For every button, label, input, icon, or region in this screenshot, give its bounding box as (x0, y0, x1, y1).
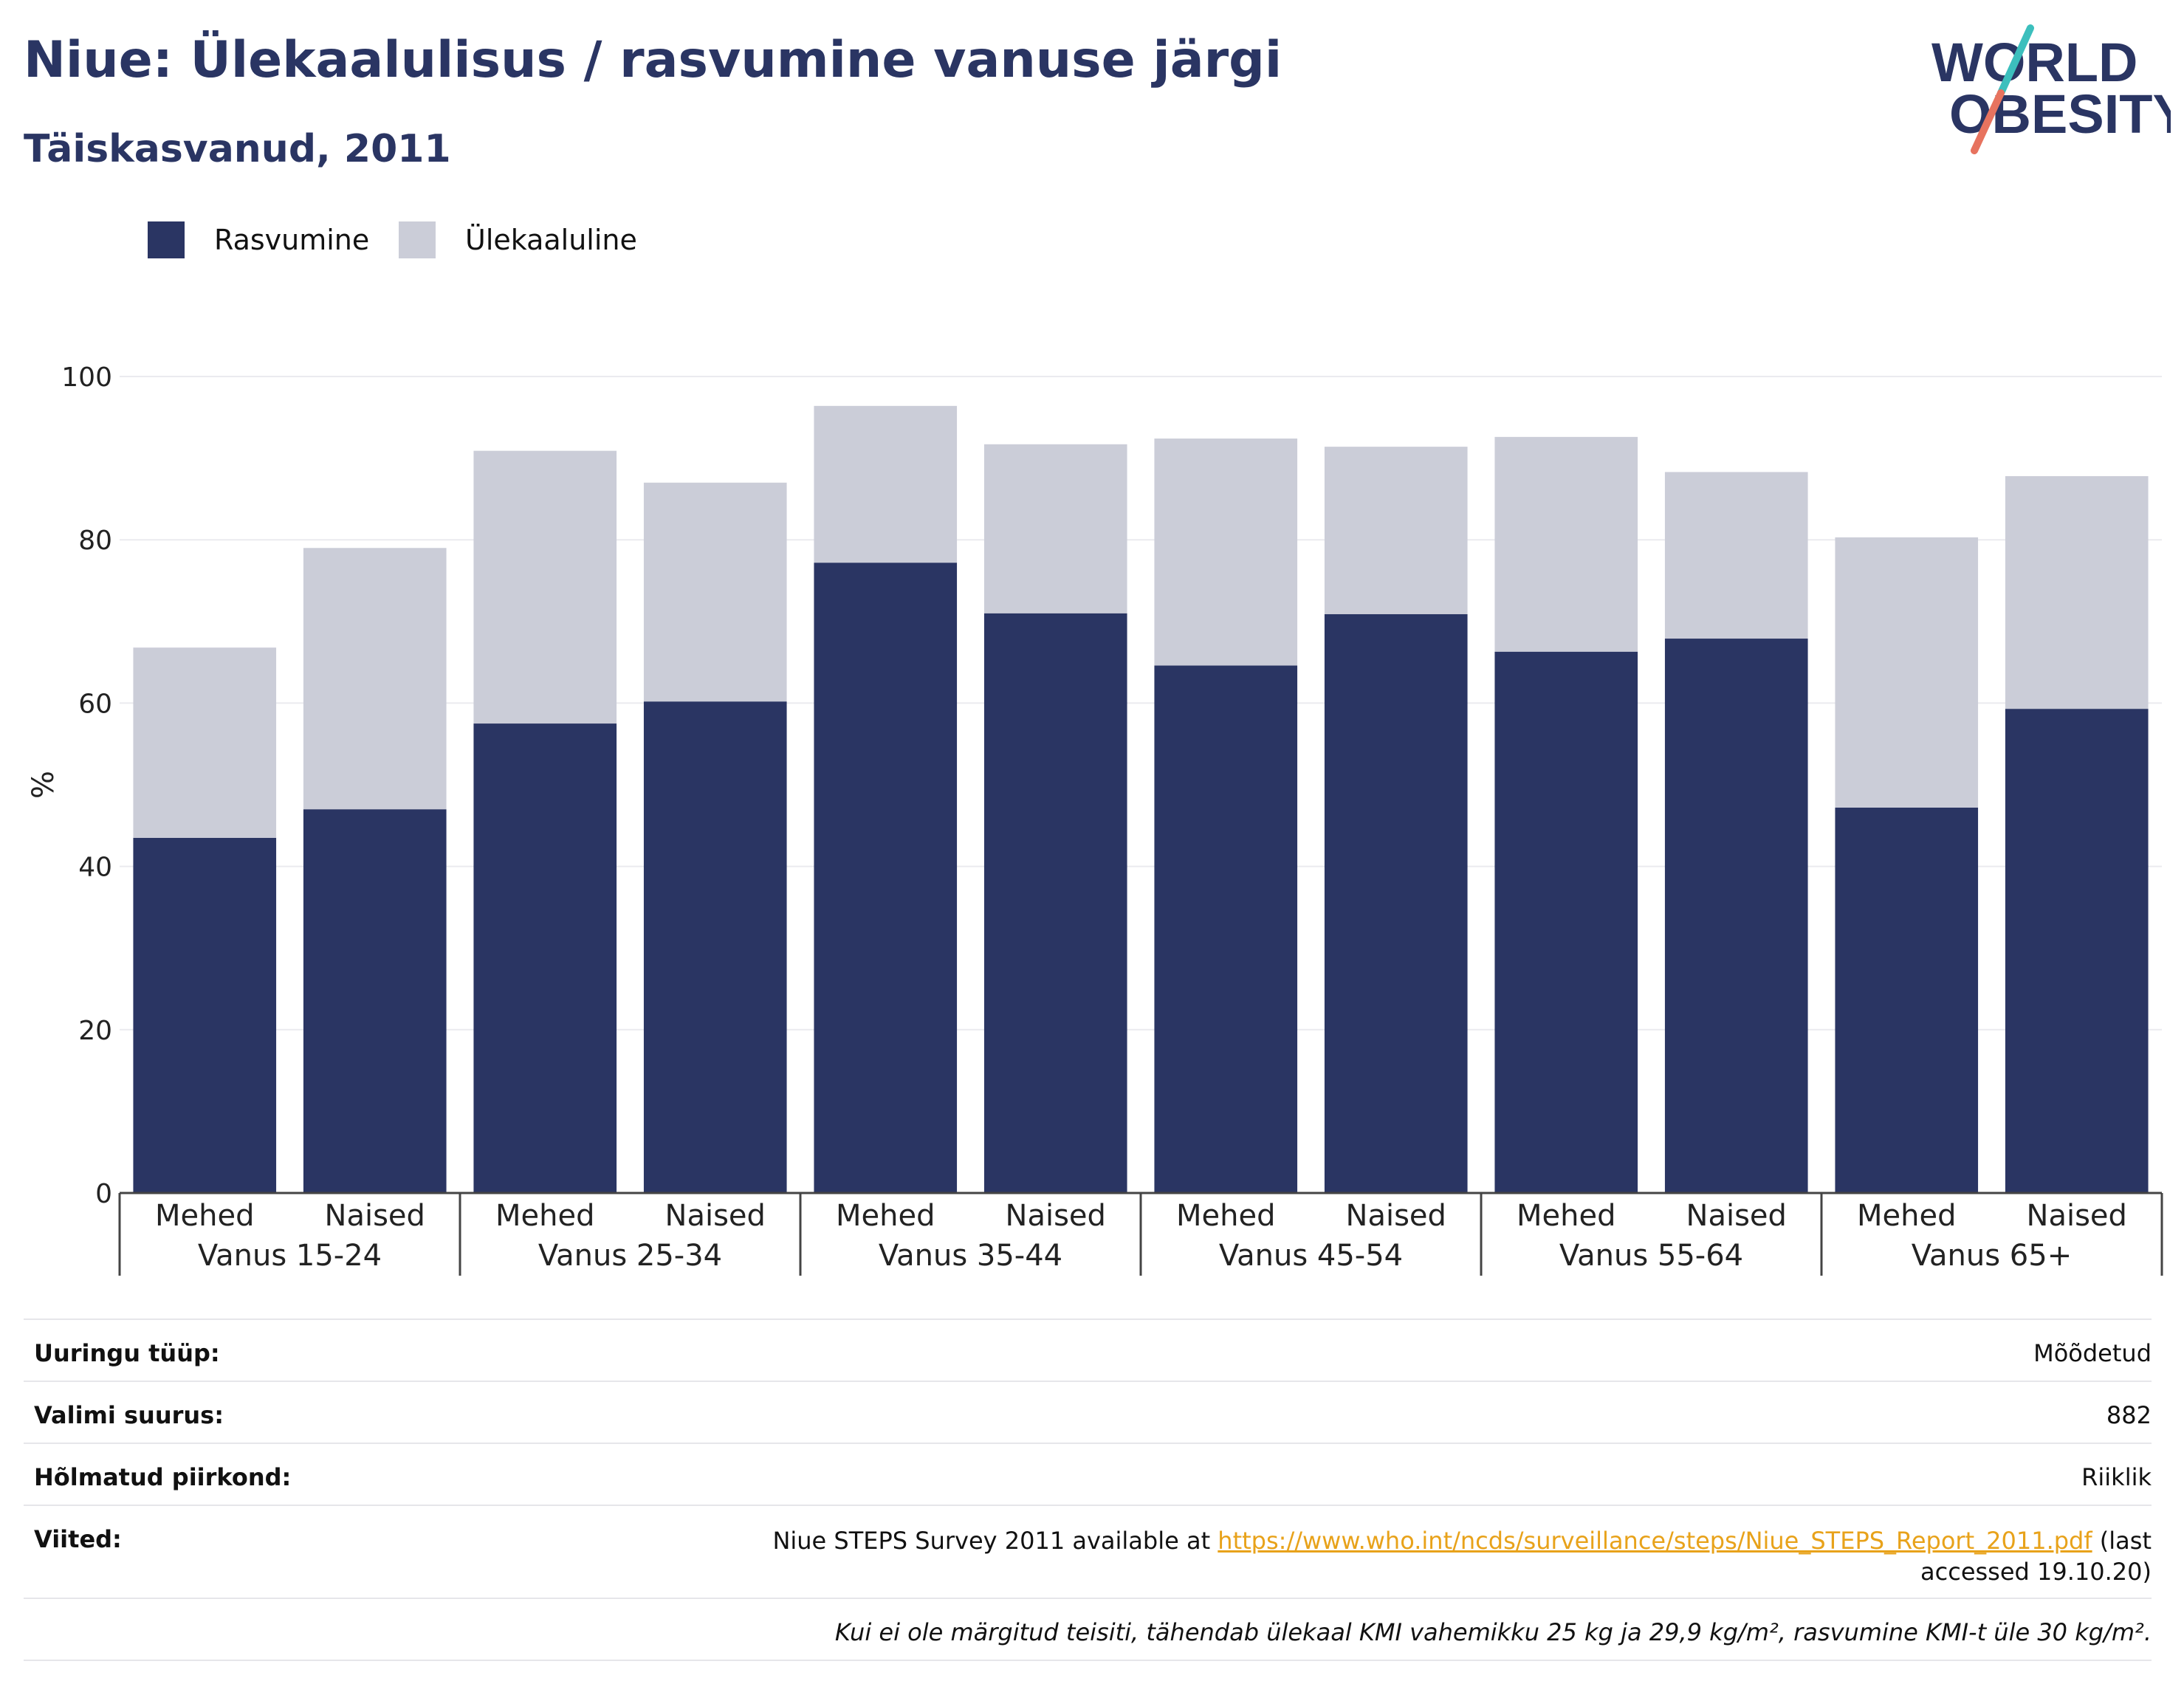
y-tick-label: 100 (61, 362, 112, 393)
bar-overweight (473, 450, 617, 724)
x-category-label: Naised (325, 1199, 425, 1233)
x-category-label: Mehed (836, 1199, 935, 1233)
logo-text-world: WORLD (1931, 32, 2138, 93)
info-label-survey-type: Uuringu tüüp: (34, 1339, 220, 1367)
x-group-label: Vanus 35-44 (879, 1239, 1062, 1273)
legend-swatch-obesity (148, 221, 185, 258)
bar-obesity (1494, 651, 1638, 1193)
bar-overweight (643, 482, 787, 702)
x-category-label: Mehed (1517, 1199, 1615, 1233)
x-category-label: Naised (1686, 1199, 1787, 1233)
x-category-label: Naised (1346, 1199, 1446, 1233)
x-group-label: Vanus 15-24 (198, 1239, 382, 1273)
logo-slash-teal (1997, 24, 2034, 97)
bar-obesity (1154, 665, 1298, 1193)
y-tick-label: 60 (78, 689, 112, 719)
bar-obesity (2005, 709, 2149, 1193)
x-category-label: Mehed (155, 1199, 254, 1233)
info-value-survey-type: Mõõdetud (2033, 1339, 2152, 1367)
x-group-label: Vanus 45-54 (1219, 1239, 1403, 1273)
legend-swatch-overweight (399, 221, 436, 258)
x-category-label: Mehed (495, 1199, 594, 1233)
legend-label-obesity: Rasvumine (214, 224, 370, 256)
bar-overweight (1664, 472, 1808, 639)
x-group-label: Vanus 25-34 (538, 1239, 722, 1273)
bar-obesity (1835, 807, 1979, 1193)
bar-overweight (983, 444, 1127, 613)
info-label-references: Viited: (34, 1525, 122, 1553)
info-label-coverage: Hõlmatud piirkond: (34, 1463, 292, 1491)
y-tick-label: 0 (95, 1179, 112, 1209)
logo-text-obesity: OBESITY (1949, 83, 2171, 145)
y-tick-label: 40 (78, 853, 112, 883)
x-category-label: Mehed (1857, 1199, 1956, 1233)
bar-overweight (1835, 537, 1979, 808)
x-category-label: Naised (665, 1199, 766, 1233)
stacked-bar-chart: 0 20 40 60 80 100% Mehed Naised Mehed Naised Mehed… (27, 362, 2163, 1276)
bar-overweight (303, 548, 447, 810)
bar-obesity (643, 701, 787, 1193)
x-category-label: Naised (2027, 1199, 2127, 1233)
bar-obesity (814, 563, 958, 1193)
y-tick-label: 20 (78, 1016, 112, 1046)
x-category-label: Naised (1006, 1199, 1106, 1233)
chart-title: Niue: Ülekaalulisus / rasvumine vanuse j… (24, 31, 1282, 89)
bar-overweight (1494, 436, 1638, 652)
world-obesity-logo: WORLD OBESITY (1931, 24, 2171, 154)
definition-note: Kui ei ole märgitud teisiti, tähendab ül… (834, 1618, 2152, 1646)
chart-subtitle: Täiskasvanud, 2011 (24, 127, 451, 171)
info-row-coverage: Hõlmatud piirkond: Riiklik (24, 1443, 2152, 1505)
x-category-label: Mehed (1176, 1199, 1275, 1233)
bar-overweight (1154, 439, 1298, 666)
info-table: Uuringu tüüp: Mõõdetud Valimi suurus: 88… (24, 1318, 2152, 1661)
bar-overweight (133, 647, 277, 838)
info-row-survey-type: Uuringu tüüp: Mõõdetud (24, 1318, 2152, 1381)
x-group-label: Vanus 55-64 (1559, 1239, 1743, 1273)
bar-overweight (814, 405, 958, 563)
legend-label-overweight: Ülekaaluline (465, 224, 637, 256)
bar-obesity (983, 613, 1127, 1193)
info-value-sample-size: 882 (2106, 1401, 2152, 1429)
bar-obesity (1324, 613, 1468, 1193)
bar-obesity (303, 809, 447, 1193)
info-label-sample-size: Valimi suurus: (34, 1401, 224, 1429)
info-row-note: Kui ei ole märgitud teisiti, tähendab ül… (24, 1598, 2152, 1660)
info-row-references: Viited: Niue STEPS Survey 2011 available… (24, 1505, 2152, 1598)
logo-slash-red (1971, 89, 2005, 154)
info-row-sample-size: Valimi suurus: 882 (24, 1381, 2152, 1443)
y-axis-label: % (27, 771, 61, 799)
references-text-before: Niue STEPS Survey 2011 available at (772, 1527, 1218, 1555)
bar-obesity (1664, 639, 1808, 1193)
y-tick-label: 80 (78, 526, 112, 556)
references-text-after: (last accessed 19.10.20) (1920, 1527, 2152, 1586)
info-value-coverage: Riiklik (2081, 1463, 2152, 1491)
info-bottom-border (24, 1660, 2152, 1661)
x-group-label: Vanus 65+ (1912, 1239, 2072, 1273)
info-value-references: Niue STEPS Survey 2011 available at http… (675, 1525, 2152, 1587)
references-link[interactable]: https://www.who.int/ncds/surveillance/st… (1218, 1527, 2092, 1555)
bar-obesity (473, 723, 617, 1193)
bar-obesity (133, 837, 277, 1193)
bar-overweight (2005, 475, 2149, 709)
bar-overweight (1324, 447, 1468, 614)
